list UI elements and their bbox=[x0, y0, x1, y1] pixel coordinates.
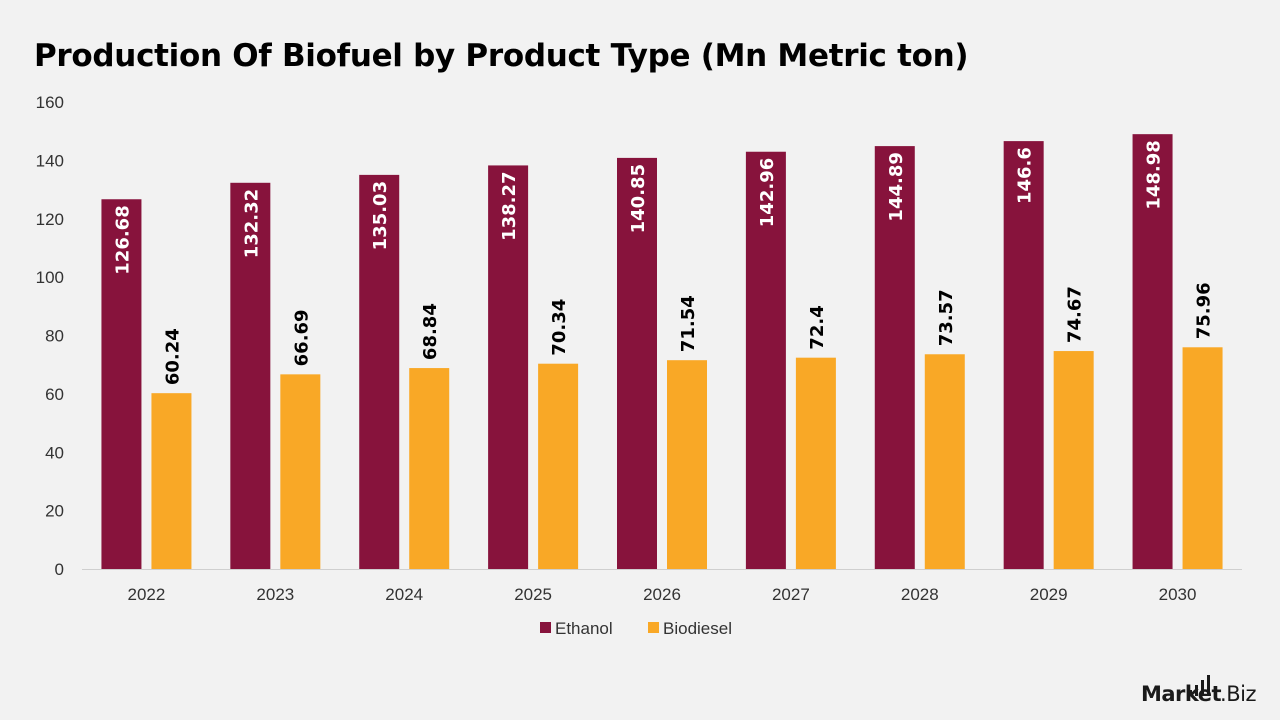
x-tick-label: 2029 bbox=[1030, 585, 1068, 604]
x-tick-label: 2028 bbox=[901, 585, 939, 604]
data-label-ethanol-2027: 142.96 bbox=[757, 158, 778, 227]
y-tick-label: 80 bbox=[45, 327, 64, 346]
legend-swatch-ethanol bbox=[540, 622, 551, 633]
data-label-biodiesel-2027: 72.4 bbox=[807, 305, 828, 349]
y-tick-label: 100 bbox=[36, 268, 64, 287]
bar-biodiesel-2022 bbox=[151, 393, 192, 569]
y-tick-label: 160 bbox=[36, 93, 64, 112]
bar-biodiesel-2026 bbox=[667, 360, 707, 569]
data-label-biodiesel-2028: 73.57 bbox=[936, 289, 957, 346]
bar-ethanol-2026 bbox=[617, 157, 657, 570]
data-label-ethanol-2029: 146.6 bbox=[1015, 147, 1036, 204]
data-label-ethanol-2025: 138.27 bbox=[499, 171, 520, 240]
bar-biodiesel-2025 bbox=[538, 363, 579, 569]
bar-biodiesel-2029 bbox=[1053, 351, 1094, 569]
data-label-biodiesel-2023: 66.69 bbox=[291, 309, 312, 366]
bar-chart-logo-icon bbox=[1189, 675, 1211, 696]
data-label-ethanol-2026: 140.85 bbox=[628, 164, 649, 233]
bar-ethanol-2025 bbox=[488, 165, 529, 569]
legend-label-biodiesel: Biodiesel bbox=[663, 619, 732, 638]
y-tick-label: 20 bbox=[45, 502, 64, 521]
data-label-biodiesel-2030: 75.96 bbox=[1194, 282, 1215, 339]
bar-ethanol-2030 bbox=[1132, 134, 1173, 570]
y-tick-label: 0 bbox=[55, 560, 64, 579]
bar-ethanol-2022 bbox=[101, 199, 142, 569]
data-label-ethanol-2024: 135.03 bbox=[370, 181, 391, 250]
data-label-biodiesel-2024: 68.84 bbox=[420, 303, 441, 360]
bar-biodiesel-2027 bbox=[795, 357, 836, 569]
bar-ethanol-2028 bbox=[874, 146, 915, 570]
x-tick-label: 2024 bbox=[385, 585, 423, 604]
x-tick-label: 2023 bbox=[256, 585, 294, 604]
data-label-ethanol-2023: 132.32 bbox=[241, 189, 262, 258]
y-tick-label: 60 bbox=[45, 385, 64, 404]
x-tick-label: 2022 bbox=[128, 585, 166, 604]
x-tick-label: 2026 bbox=[643, 585, 681, 604]
bar-biodiesel-2023 bbox=[280, 374, 321, 569]
y-tick-label: 140 bbox=[36, 151, 64, 170]
x-axis: 2022 2023 2024 2025 2026 2027 2028 2029 2030 bbox=[82, 569, 1242, 604]
bar-biodiesel-2030 bbox=[1182, 347, 1223, 569]
data-label-ethanol-2028: 144.89 bbox=[886, 152, 907, 221]
data-label-ethanol-2022: 126.68 bbox=[112, 205, 133, 274]
legend-label-ethanol: Ethanol bbox=[555, 619, 613, 638]
x-tick-label: 2027 bbox=[772, 585, 810, 604]
data-label-biodiesel-2025: 70.34 bbox=[549, 299, 570, 356]
data-label-ethanol-2030: 148.98 bbox=[1144, 140, 1165, 209]
data-label-biodiesel-2029: 74.67 bbox=[1065, 286, 1086, 343]
brand-name-light: .Biz bbox=[1220, 682, 1256, 706]
bar-ethanol-2024 bbox=[359, 174, 400, 569]
legend: Ethanol Biodiesel bbox=[540, 619, 732, 638]
x-tick-label: 2025 bbox=[514, 585, 552, 604]
bar-ethanol-2023 bbox=[230, 182, 271, 569]
bar-biodiesel-2024 bbox=[409, 368, 450, 569]
data-label-biodiesel-2026: 71.54 bbox=[678, 295, 699, 352]
bar-ethanol-2027 bbox=[745, 151, 786, 569]
y-tick-label: 120 bbox=[36, 210, 64, 229]
y-tick-label: 40 bbox=[45, 443, 64, 462]
legend-swatch-biodiesel bbox=[648, 622, 659, 633]
y-axis: 0 20 40 60 80 100 120 140 160 bbox=[36, 93, 64, 579]
brand-logo: Market .Biz bbox=[1141, 672, 1256, 706]
x-tick-label: 2030 bbox=[1159, 585, 1197, 604]
bar-ethanol-2029 bbox=[1003, 141, 1044, 569]
data-label-biodiesel-2022: 60.24 bbox=[162, 328, 183, 385]
chart-title: Production Of Biofuel by Product Type (M… bbox=[34, 38, 969, 74]
bars: 126.68 60.24 132.32 66.69 135.03 68.84 138.27 7… bbox=[101, 134, 1223, 570]
bar-biodiesel-2028 bbox=[924, 354, 965, 569]
